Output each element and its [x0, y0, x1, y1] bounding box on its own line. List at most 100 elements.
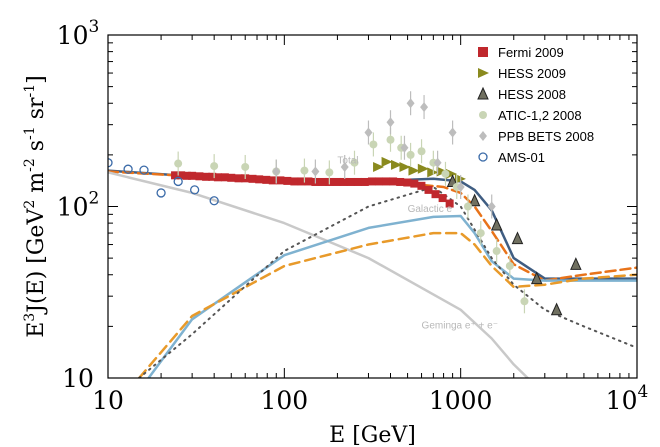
data-point	[406, 98, 415, 109]
data-point	[369, 140, 378, 149]
data-layer	[108, 91, 637, 378]
legend-marker	[478, 152, 488, 162]
data-point	[276, 176, 285, 185]
y-tick-base: 10	[57, 193, 89, 222]
data-point	[433, 157, 442, 168]
data-point	[213, 173, 222, 182]
legend-marker	[479, 131, 487, 141]
data-point	[255, 175, 264, 184]
data-point	[234, 174, 243, 183]
data-point	[210, 162, 219, 171]
y-tick-base: 10	[57, 21, 89, 50]
data-point	[511, 231, 524, 245]
data-point	[209, 196, 219, 206]
x-tick-base: 10	[606, 386, 638, 415]
legend-label: PPB BETS 2008	[498, 129, 594, 144]
curve-annotation: Galactic e	[408, 204, 453, 215]
data-point	[123, 164, 133, 174]
plot-area	[108, 91, 637, 378]
data-point	[448, 127, 457, 138]
data-point	[220, 173, 229, 182]
data-point	[487, 201, 496, 212]
y-tick-base: 10	[62, 364, 94, 393]
data-point	[381, 156, 393, 167]
model-curve-1	[108, 169, 637, 280]
series-ams-01	[108, 158, 219, 206]
series-hess-2009	[373, 156, 466, 184]
x-axis-title: E [GeV]	[329, 423, 416, 447]
data-point	[156, 188, 166, 198]
data-point	[420, 102, 429, 113]
x-tick-exp: 4	[637, 382, 648, 402]
data-point	[399, 161, 411, 172]
data-point	[340, 161, 349, 172]
data-point	[177, 171, 186, 180]
data-points	[108, 91, 582, 316]
y-tick-label: 10	[62, 364, 94, 393]
model-curves	[108, 169, 637, 378]
data-point	[391, 159, 403, 170]
data-point	[400, 142, 409, 153]
model-curve-5	[137, 231, 637, 378]
data-point	[262, 175, 271, 184]
data-point	[189, 185, 200, 195]
data-point	[300, 166, 309, 175]
data-point	[297, 177, 306, 186]
data-point	[173, 176, 183, 187]
legend-label: Fermi 2009	[498, 45, 564, 60]
data-point	[445, 168, 457, 179]
data-point	[272, 166, 281, 177]
data-point	[386, 117, 395, 128]
legend-marker	[478, 47, 488, 57]
data-point	[346, 177, 355, 186]
data-point	[570, 257, 582, 270]
legend-label: HESS 2008	[498, 87, 566, 102]
data-point	[427, 167, 439, 178]
data-point	[311, 166, 320, 177]
legend-marker	[478, 68, 489, 78]
data-point	[417, 181, 426, 190]
data-point	[108, 158, 113, 168]
data-point	[318, 177, 327, 186]
legend-marker	[477, 86, 489, 100]
data-point	[490, 217, 503, 231]
data-point	[445, 199, 454, 208]
data-point	[386, 135, 395, 144]
data-point	[373, 161, 385, 172]
data-point	[367, 177, 376, 186]
data-point	[241, 162, 250, 171]
data-point	[530, 271, 543, 285]
legend-marker	[479, 111, 487, 119]
x-tick-label: 104	[606, 382, 649, 415]
data-point	[468, 193, 481, 207]
data-point	[438, 194, 447, 203]
x-tick-label: 1000	[429, 386, 493, 415]
data-point	[382, 177, 391, 186]
data-point	[403, 178, 412, 187]
data-point	[364, 127, 373, 138]
data-point	[410, 179, 419, 188]
data-point	[360, 177, 369, 186]
y-tick-label: 102	[57, 189, 100, 222]
data-point	[441, 169, 450, 178]
annotations: Total Galactic e Geminga e⁺ + e⁻	[337, 156, 498, 332]
data-point	[456, 181, 465, 192]
data-point	[290, 177, 299, 186]
data-point	[408, 165, 420, 176]
series-fermi-2009	[171, 171, 454, 208]
y-tick-exp: 2	[88, 189, 99, 209]
data-point	[389, 177, 398, 186]
data-point	[202, 172, 211, 181]
model-curve-6	[138, 186, 637, 378]
data-point	[396, 177, 405, 186]
data-point	[406, 150, 415, 159]
legend-label: AMS-01	[498, 150, 545, 165]
data-point	[374, 177, 383, 186]
data-point	[268, 176, 277, 185]
data-point	[195, 172, 204, 181]
data-point	[476, 229, 485, 238]
y-tick-label: 103	[57, 17, 100, 50]
series-ppb-bets-2008	[272, 91, 496, 219]
